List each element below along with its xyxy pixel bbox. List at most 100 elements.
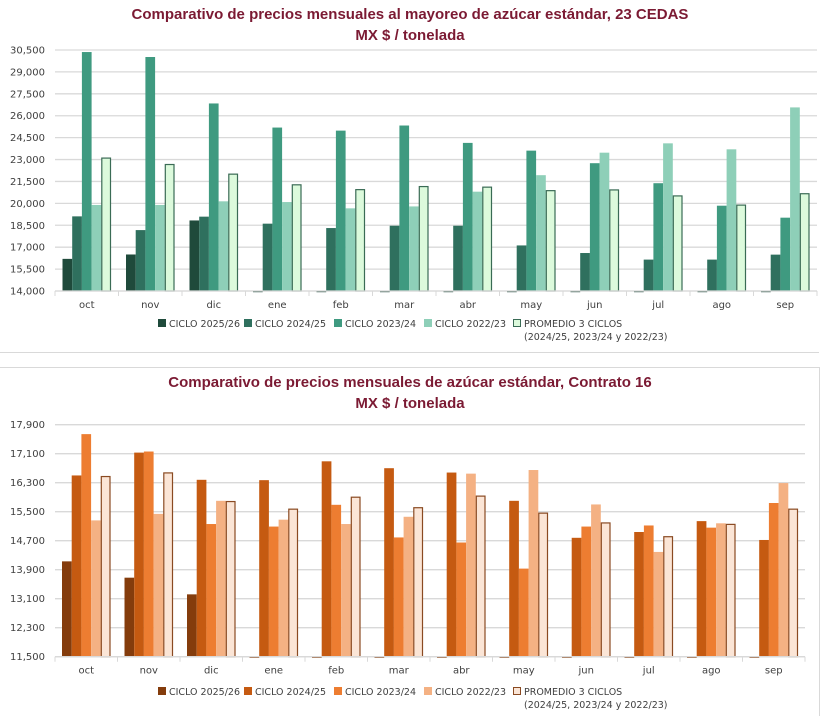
bar: [466, 473, 476, 657]
bar: [143, 451, 154, 657]
y-tick-label: 20,000: [10, 199, 45, 210]
bar: [799, 193, 810, 292]
x-tick-label: jul: [642, 666, 655, 677]
legend-item: CICLO 2022/23: [424, 686, 506, 699]
bar: [189, 220, 200, 291]
x-tick-label: sep: [765, 666, 783, 677]
bar: [216, 500, 226, 657]
y-tick-label: 24,500: [10, 133, 45, 144]
legend-swatch: [244, 319, 252, 327]
bar: [228, 173, 239, 292]
bar: [780, 217, 791, 291]
bar: [653, 551, 664, 657]
bar: [788, 508, 799, 658]
bar: [536, 175, 546, 291]
bar: [643, 525, 654, 657]
legend-label: CICLO 2022/23: [435, 319, 506, 330]
x-tick-label: ago: [702, 666, 721, 677]
y-tick-label: 27,500: [10, 89, 45, 100]
bar: [634, 532, 644, 657]
chart-plot-cedas: 14,000 15,500 17,000 18,500 20,000 21,500 23,0…: [10, 46, 818, 311]
bar: [571, 537, 582, 657]
bar: [768, 503, 779, 657]
bar: [545, 190, 556, 292]
bar: [262, 223, 273, 291]
legend-label: CICLO 2025/26: [169, 319, 240, 330]
x-tick-label: may: [513, 666, 535, 677]
legend-label: CICLO 2023/24: [345, 687, 416, 698]
x-tick-label: ago: [712, 300, 731, 311]
chart-contrato16: Comparativo de precios mensuales de azúc…: [0, 367, 820, 716]
bar: [259, 480, 269, 657]
bar: [653, 183, 664, 291]
bar: [759, 539, 769, 657]
y-tick-label: 21,500: [10, 177, 45, 188]
y-tick-label: 16,300: [10, 478, 45, 489]
x-tick-label: feb: [333, 300, 349, 311]
y-tick-label: 29,000: [10, 67, 45, 78]
bar: [331, 504, 342, 657]
legend-item: CICLO 2023/24: [334, 318, 416, 331]
legend-swatch: [158, 319, 166, 327]
legend-item: CICLO 2022/23: [424, 318, 506, 331]
bar: [72, 216, 82, 291]
bar: [475, 495, 486, 658]
x-tick-label: dic: [204, 666, 219, 677]
bar: [100, 475, 111, 658]
legend-label: CICLO 2024/25: [255, 687, 326, 698]
legend-item: CICLO 2023/24: [334, 686, 416, 699]
bar: [393, 537, 404, 657]
bar: [153, 513, 164, 657]
chart-title-text: Comparativo de precios mensuales al mayo…: [131, 6, 689, 23]
legend-label: CICLO 2024/25: [255, 319, 326, 330]
bar: [196, 479, 207, 657]
bar: [526, 150, 537, 291]
bar: [208, 103, 219, 291]
bar: [609, 189, 620, 292]
legend-item: PROMEDIO 3 CICLOS (2024/25, 2023/24 y 202…: [513, 318, 668, 344]
y-tick-label: 23,000: [10, 155, 45, 166]
bar: [71, 475, 82, 657]
bar: [155, 204, 165, 291]
y-tick-label: 13,100: [10, 594, 45, 605]
legend-label-sub: (2024/25, 2023/24 y 2022/23): [524, 700, 668, 711]
bar: [456, 542, 467, 657]
legend-item: CICLO 2024/25: [244, 318, 326, 331]
bar: [663, 143, 673, 291]
y-tick-label: 14,000: [10, 287, 45, 298]
bar: [341, 524, 351, 657]
bar: [696, 521, 707, 657]
y-tick-label: 17,000: [10, 243, 45, 254]
legend-item: CICLO 2025/26: [158, 686, 240, 699]
legend-label: PROMEDIO 3 CICLOS: [524, 687, 623, 698]
bar: [134, 452, 144, 657]
bar: [716, 523, 726, 657]
y-tick-label: 15,500: [10, 265, 45, 276]
legend-swatch: [158, 687, 166, 695]
bar: [291, 184, 302, 292]
legend-item: CICLO 2025/26: [158, 318, 240, 331]
bar: [790, 107, 800, 291]
bar: [599, 152, 610, 291]
y-tick-label: 12,300: [10, 623, 45, 634]
bar: [345, 208, 356, 291]
y-tick-label: 13,900: [10, 565, 45, 576]
x-tick-label: nov: [141, 300, 159, 311]
legend-label: CICLO 2025/26: [169, 687, 240, 698]
chart-subtitle: MX $ / tonelada: [355, 27, 465, 44]
x-tick-label: jun: [586, 300, 602, 311]
bar: [81, 52, 92, 292]
legend-swatch: [334, 687, 342, 695]
bar: [770, 254, 781, 291]
bar: [187, 594, 197, 657]
legend-swatch: [334, 319, 342, 327]
y-tick-label: 14,700: [10, 536, 45, 547]
bar: [462, 142, 473, 291]
bar: [101, 157, 112, 292]
chart-title: Comparativo de precios mensuales de azúc…: [0, 372, 820, 414]
bar: [725, 523, 736, 658]
y-tick-label: 17,900: [10, 420, 45, 431]
chart-title: Comparativo de precios mensuales al mayo…: [0, 4, 820, 46]
bar: [163, 472, 174, 658]
bar: [707, 259, 717, 291]
